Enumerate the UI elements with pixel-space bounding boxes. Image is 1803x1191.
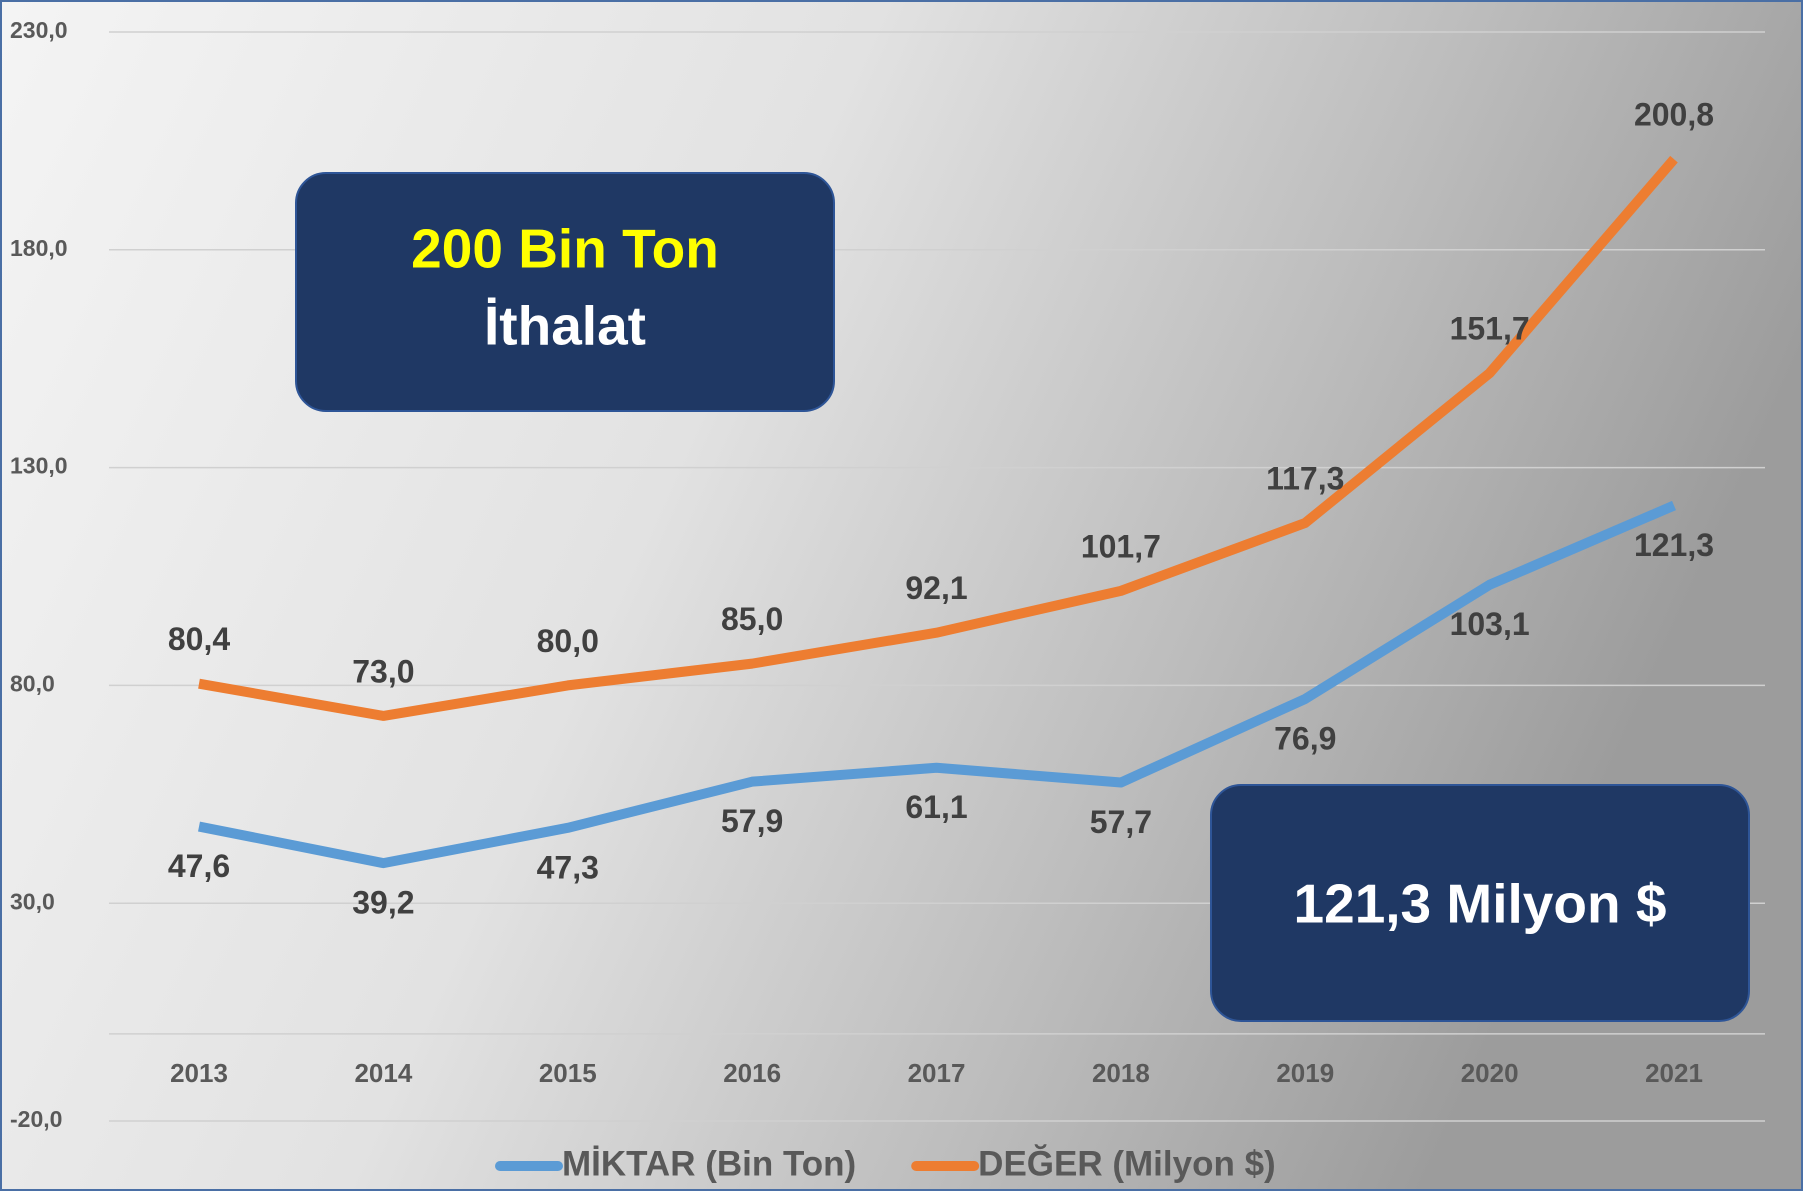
y-tick-label: -20,0 [10, 1106, 62, 1132]
annotation: 200 Bin Ton [411, 218, 719, 280]
data-label: 92,1 [905, 570, 967, 606]
data-label: 57,7 [1090, 804, 1152, 840]
legend-label: MİKTAR (Bin Ton) [562, 1144, 856, 1183]
x-tick-label: 2013 [170, 1058, 228, 1088]
data-label: 80,4 [168, 621, 230, 657]
x-tick-label: 2018 [1092, 1058, 1150, 1088]
x-tick-label: 2021 [1645, 1058, 1703, 1088]
data-label: 61,1 [905, 789, 967, 825]
data-label: 39,2 [352, 885, 414, 921]
data-label: 80,0 [537, 623, 599, 659]
y-tick-label: 180,0 [10, 235, 68, 261]
x-tick-label: 2020 [1461, 1058, 1519, 1088]
x-tick-label: 2017 [908, 1058, 966, 1088]
x-tick-label: 2015 [539, 1058, 597, 1088]
data-label: 47,6 [168, 848, 230, 884]
data-label: 151,7 [1450, 311, 1530, 347]
data-label: 117,3 [1266, 460, 1344, 496]
series-line [198, 500, 1676, 869]
y-tick-label: 80,0 [10, 670, 55, 696]
x-tick-label: 2019 [1276, 1058, 1334, 1088]
annotation: İthalat [484, 295, 646, 357]
x-tick-label: 2016 [723, 1058, 781, 1088]
x-tick-label: 2014 [354, 1058, 412, 1088]
annotation: 121,3 Milyon $ [1294, 873, 1667, 935]
data-label: 121,3 [1634, 527, 1714, 563]
data-label: 73,0 [352, 653, 414, 689]
series-line [198, 155, 1678, 721]
annotation-box [1210, 784, 1750, 1022]
data-label: 76,9 [1274, 720, 1336, 756]
y-tick-label: 130,0 [10, 453, 68, 479]
data-label: 57,9 [721, 803, 783, 839]
data-label: 103,1 [1450, 606, 1530, 642]
y-tick-label: 230,0 [10, 17, 68, 43]
data-label: 47,3 [537, 849, 599, 885]
y-tick-label: 30,0 [10, 888, 55, 914]
data-label: 200,8 [1634, 97, 1714, 133]
legend-label: DEĞER (Milyon $) [978, 1143, 1276, 1183]
plot-area: -20,0 30,0 80,0 130,0 180,0 230,0 2013 2014 2015… [10, 17, 1765, 1132]
data-label: 85,0 [721, 601, 783, 637]
annotation-box [295, 172, 835, 412]
data-label: 101,7 [1081, 528, 1161, 564]
